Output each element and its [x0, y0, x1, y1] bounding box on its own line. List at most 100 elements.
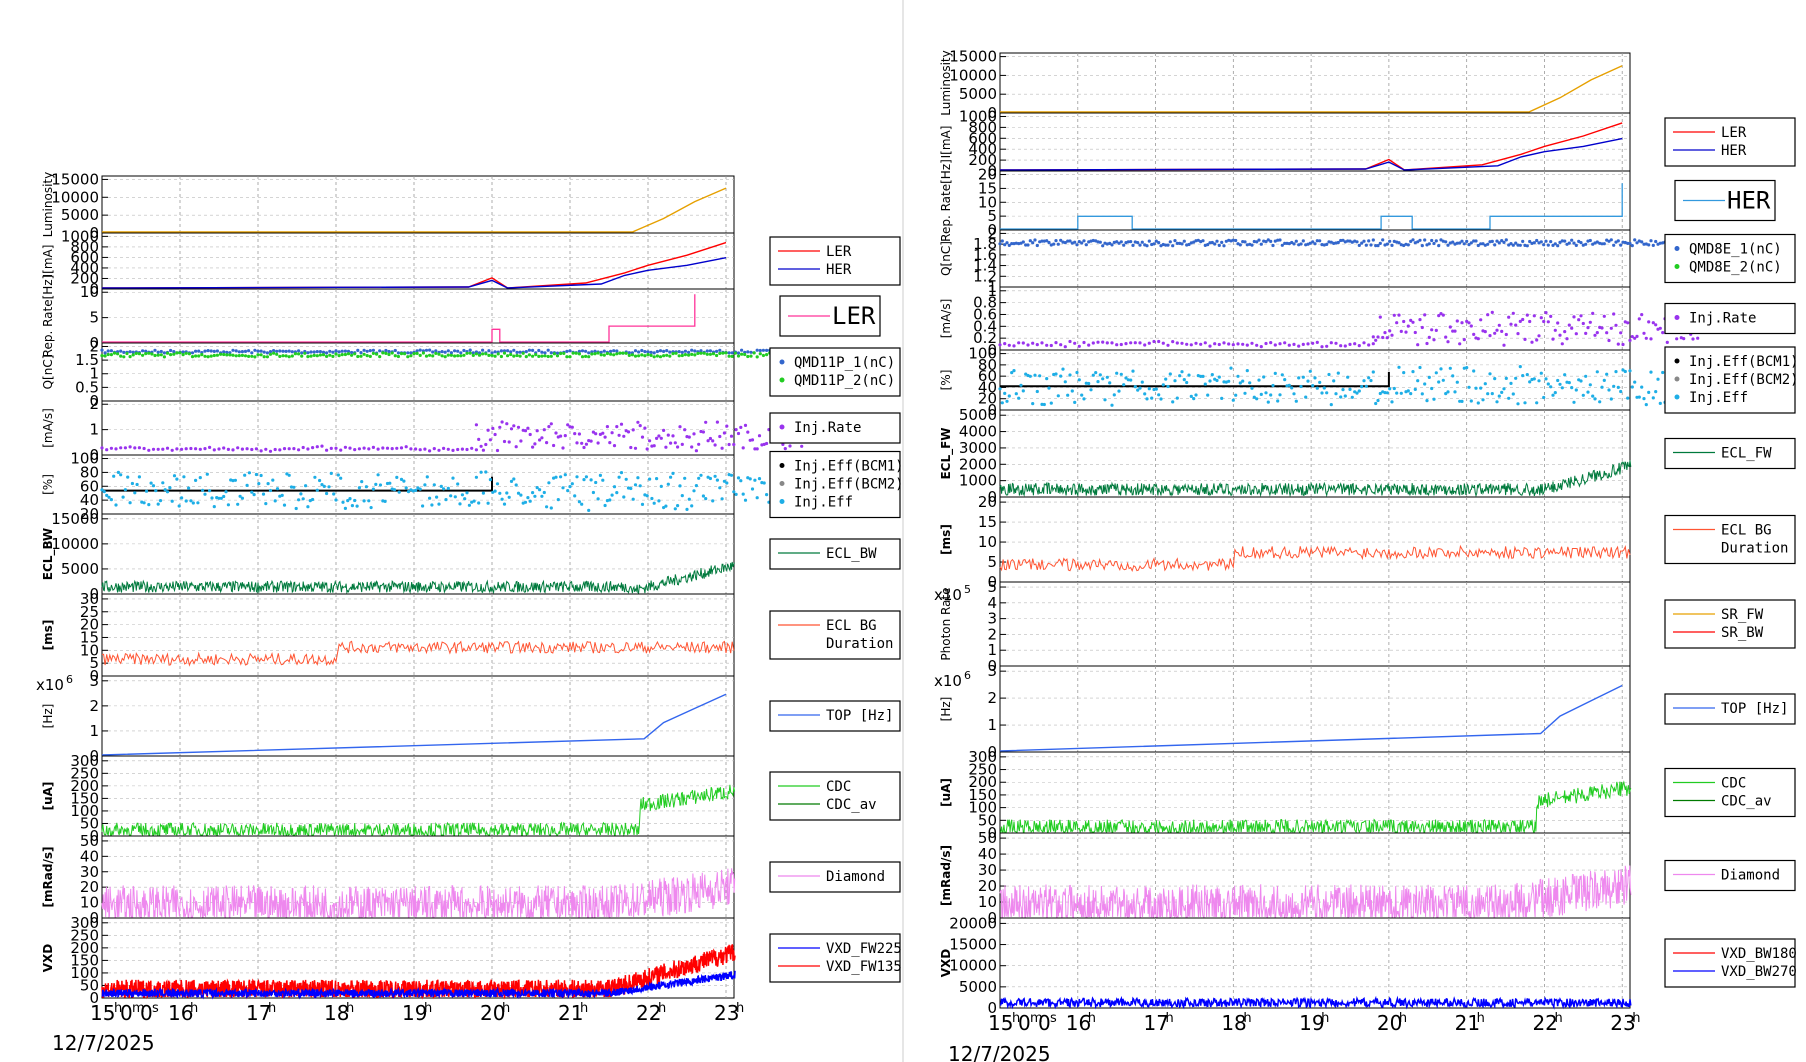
inj-eff-point	[268, 488, 273, 493]
inj-eff-point	[673, 507, 677, 511]
inj-eff-point	[486, 501, 490, 505]
inj-eff-point	[729, 473, 734, 477]
inj-eff-point	[720, 497, 724, 501]
inj-eff-point	[638, 484, 642, 488]
inj-eff-point	[655, 477, 659, 481]
y-tick-label: 1000	[61, 227, 99, 245]
qmd-1-point	[540, 350, 544, 354]
inj-eff-point	[1299, 384, 1303, 389]
inj-eff-point	[755, 496, 759, 500]
inj-eff-point	[1063, 380, 1067, 384]
qmd-2-point	[537, 354, 541, 358]
y-tick-label: 20	[978, 390, 997, 408]
inj-rate-point	[1651, 321, 1655, 325]
y-tick-label: 2	[89, 395, 99, 413]
x-tick-label: 21	[1455, 1011, 1480, 1035]
inj-eff-point	[1031, 402, 1035, 406]
inj-eff-point	[1315, 386, 1319, 390]
qmd-2-point	[297, 352, 301, 356]
inj-eff-point	[463, 497, 467, 501]
qmd-2-point	[128, 355, 132, 359]
inj-rate-point	[573, 432, 577, 436]
axis-multiplier: x10	[934, 672, 962, 690]
qmd-1-point	[1154, 239, 1158, 243]
inj-eff-point	[432, 483, 436, 487]
inj-rate-point	[1644, 336, 1648, 340]
inj-eff-point	[514, 483, 518, 487]
inj-rate-point	[636, 420, 640, 424]
inj-eff-point	[1528, 380, 1532, 384]
inj-eff-point	[149, 481, 153, 485]
inj-rate-point	[1486, 313, 1490, 317]
legend-frame	[769, 610, 901, 660]
inj-rate-point	[437, 448, 441, 452]
qmd-1-point	[515, 350, 519, 354]
qmd-2-point	[459, 354, 463, 358]
y-tick-label: 0	[89, 334, 99, 352]
inj-eff-point	[350, 504, 354, 508]
inj-eff-point	[325, 491, 329, 496]
inj-rate-point	[545, 441, 549, 445]
legend-label: HER	[1727, 187, 1771, 215]
qmd-1-point	[431, 350, 435, 354]
y-tick-label: 15	[80, 628, 99, 646]
inj-rate-point	[315, 445, 319, 449]
legend-label: QMD11P_2(nC)	[794, 373, 895, 389]
inj-rate-point	[175, 447, 179, 451]
y-tick-label: 0	[987, 104, 997, 122]
qmd-2-point	[674, 351, 678, 355]
qmd-1-point	[1238, 243, 1242, 247]
inj-eff-point	[1588, 383, 1592, 387]
inj-rate-point	[311, 446, 315, 450]
qmd-1-point	[1112, 240, 1116, 244]
inj-rate-point	[170, 448, 174, 452]
qmd-1-point	[1437, 244, 1441, 248]
inj-rate-point	[1390, 333, 1394, 337]
inj-rate-point	[1607, 338, 1611, 343]
inj-rate-point	[1665, 340, 1669, 344]
qmd-1-point	[565, 349, 569, 353]
inj-eff-point	[353, 498, 357, 503]
qmd-1-point	[1446, 243, 1450, 247]
qmd-2-point	[665, 353, 669, 357]
panel-4: 11.21.41.61.82Q[nC] QMD8E_1(nC)QMD8E_2(nC…	[939, 224, 1796, 296]
inj-eff-point	[1199, 374, 1203, 378]
inj-eff-point	[1474, 386, 1478, 390]
panel-4: 00.511.52Q[nC] QMD11P_1(nC)QMD11P_2(nC)	[41, 337, 901, 410]
inj-eff-point	[212, 505, 216, 509]
inj-rate-point	[505, 422, 509, 426]
qmd-1-point	[265, 351, 269, 355]
inj-rate-point	[306, 447, 310, 451]
inj-eff-point	[1056, 394, 1060, 398]
inj-eff-point	[233, 478, 237, 482]
qmd-1-point	[1455, 241, 1459, 245]
inj-eff-point	[205, 472, 209, 476]
y-tick-label: 100	[70, 450, 99, 468]
inj-rate-point	[1402, 319, 1406, 324]
y-tick-label: 600	[968, 129, 997, 147]
y-tick-label: 400	[70, 259, 99, 277]
inj-rate-point	[680, 442, 684, 446]
qmd-2-point	[131, 353, 135, 357]
inj-eff-point	[1308, 369, 1312, 373]
inj-rate-point	[1259, 345, 1263, 349]
inj-eff-point	[355, 504, 359, 508]
inj-rate-point	[1082, 340, 1086, 345]
inj-eff-point	[619, 471, 624, 475]
y-tick-label: 10000	[51, 535, 99, 553]
inj-eff-point	[1509, 381, 1513, 385]
qmd-1-point	[1066, 239, 1070, 243]
inj-eff-point	[1005, 399, 1009, 403]
inj-rate-point	[147, 448, 151, 452]
inj-rate-point	[428, 449, 432, 453]
inj-eff-point	[1651, 396, 1655, 400]
inj-rate-point	[264, 447, 268, 451]
inj-rate-point	[1255, 343, 1259, 347]
inj-eff-point	[1483, 382, 1487, 386]
qmd-1-point	[555, 351, 560, 355]
inj-eff-point	[430, 503, 434, 507]
qmd-1-point	[1451, 240, 1455, 244]
qmd-1-point	[1215, 239, 1219, 243]
